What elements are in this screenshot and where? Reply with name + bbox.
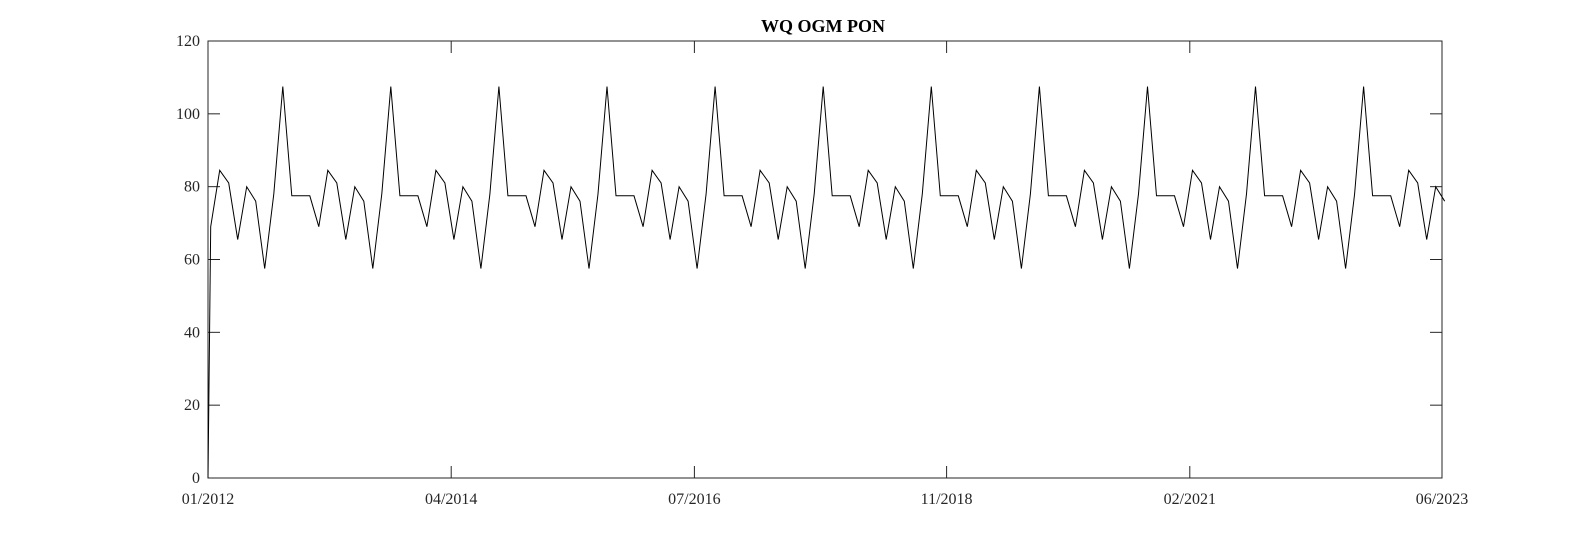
y-tick-label: 80 (184, 179, 200, 196)
x-tick-label: 11/2018 (921, 491, 973, 508)
plot-axes: 0 20 40 60 80 100 120 01/2012 04/2014 07/2016 11/2… (176, 33, 1468, 508)
y-tick-label: 40 (184, 324, 200, 341)
x-tick-label: 01/2012 (182, 491, 234, 508)
chart-title: WQ OGM PON (761, 16, 885, 36)
y-tick-label: 20 (184, 397, 200, 414)
x-tick-label: 04/2014 (425, 491, 477, 508)
y-tick-label: 0 (192, 470, 200, 487)
x-tick-label: 07/2016 (668, 491, 720, 508)
y-tick-label: 120 (176, 33, 200, 50)
y-tick-label: 100 (176, 106, 200, 123)
x-tick-label: 02/2021 (1164, 491, 1216, 508)
series-line (207, 86, 1446, 479)
x-tick-label: 06/2023 (1416, 491, 1468, 508)
data-series (207, 86, 1446, 479)
y-tick-label: 60 (184, 252, 200, 269)
